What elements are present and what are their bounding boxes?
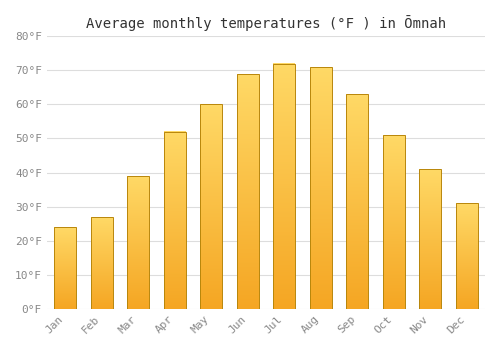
Bar [456,203,477,309]
Bar [420,169,441,309]
Bar [383,135,404,309]
Bar [200,104,222,309]
Bar [54,227,76,309]
Bar [127,176,149,309]
Bar [346,94,368,309]
Bar [236,74,258,309]
Bar [273,64,295,309]
Bar [164,132,186,309]
Title: Average monthly temperatures (°F ) in Ōmnah: Average monthly temperatures (°F ) in Ōm… [86,15,446,31]
Bar [310,67,332,309]
Bar [90,217,112,309]
